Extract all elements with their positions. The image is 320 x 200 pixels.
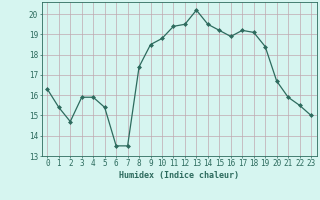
X-axis label: Humidex (Indice chaleur): Humidex (Indice chaleur) (119, 171, 239, 180)
